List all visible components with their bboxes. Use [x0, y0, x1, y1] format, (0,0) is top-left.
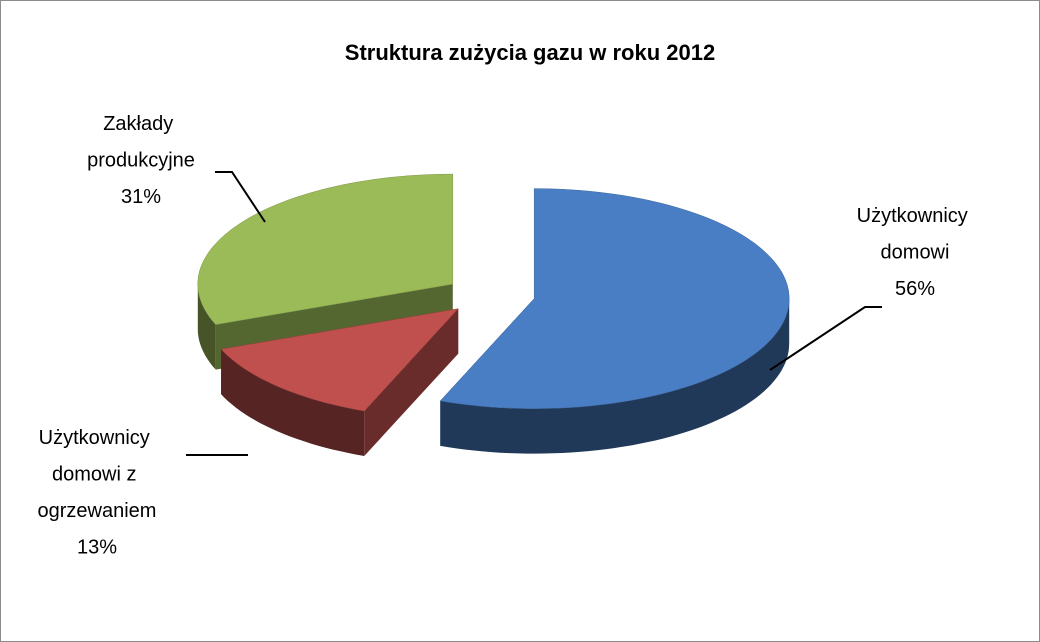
leader-line	[215, 171, 266, 223]
slice-top	[197, 173, 454, 325]
data-label-value: 13%	[77, 537, 117, 559]
data-label-name: Użytkownicy domowi	[857, 205, 974, 264]
labels: Użytkownicy domowi 56% Użytkownicy domowi …	[38, 113, 974, 559]
data-label-name: Zakłady produkcyjne	[87, 113, 195, 172]
slice	[439, 188, 790, 454]
data-label-name: Użytkownicy domowi z ogrzewaniem	[38, 427, 157, 522]
slice	[220, 308, 459, 456]
pie	[197, 173, 790, 456]
data-label-value: 56%	[895, 278, 935, 300]
slice-top	[439, 188, 790, 409]
data-label-value: 31%	[121, 186, 161, 208]
leader-line	[769, 306, 882, 371]
slice-top	[220, 308, 459, 412]
slice-wall	[197, 284, 216, 370]
slice-wall	[440, 298, 790, 454]
slice-wall	[221, 349, 365, 456]
chart-title: Struktura zużycia gazu w roku 2012	[345, 40, 715, 65]
